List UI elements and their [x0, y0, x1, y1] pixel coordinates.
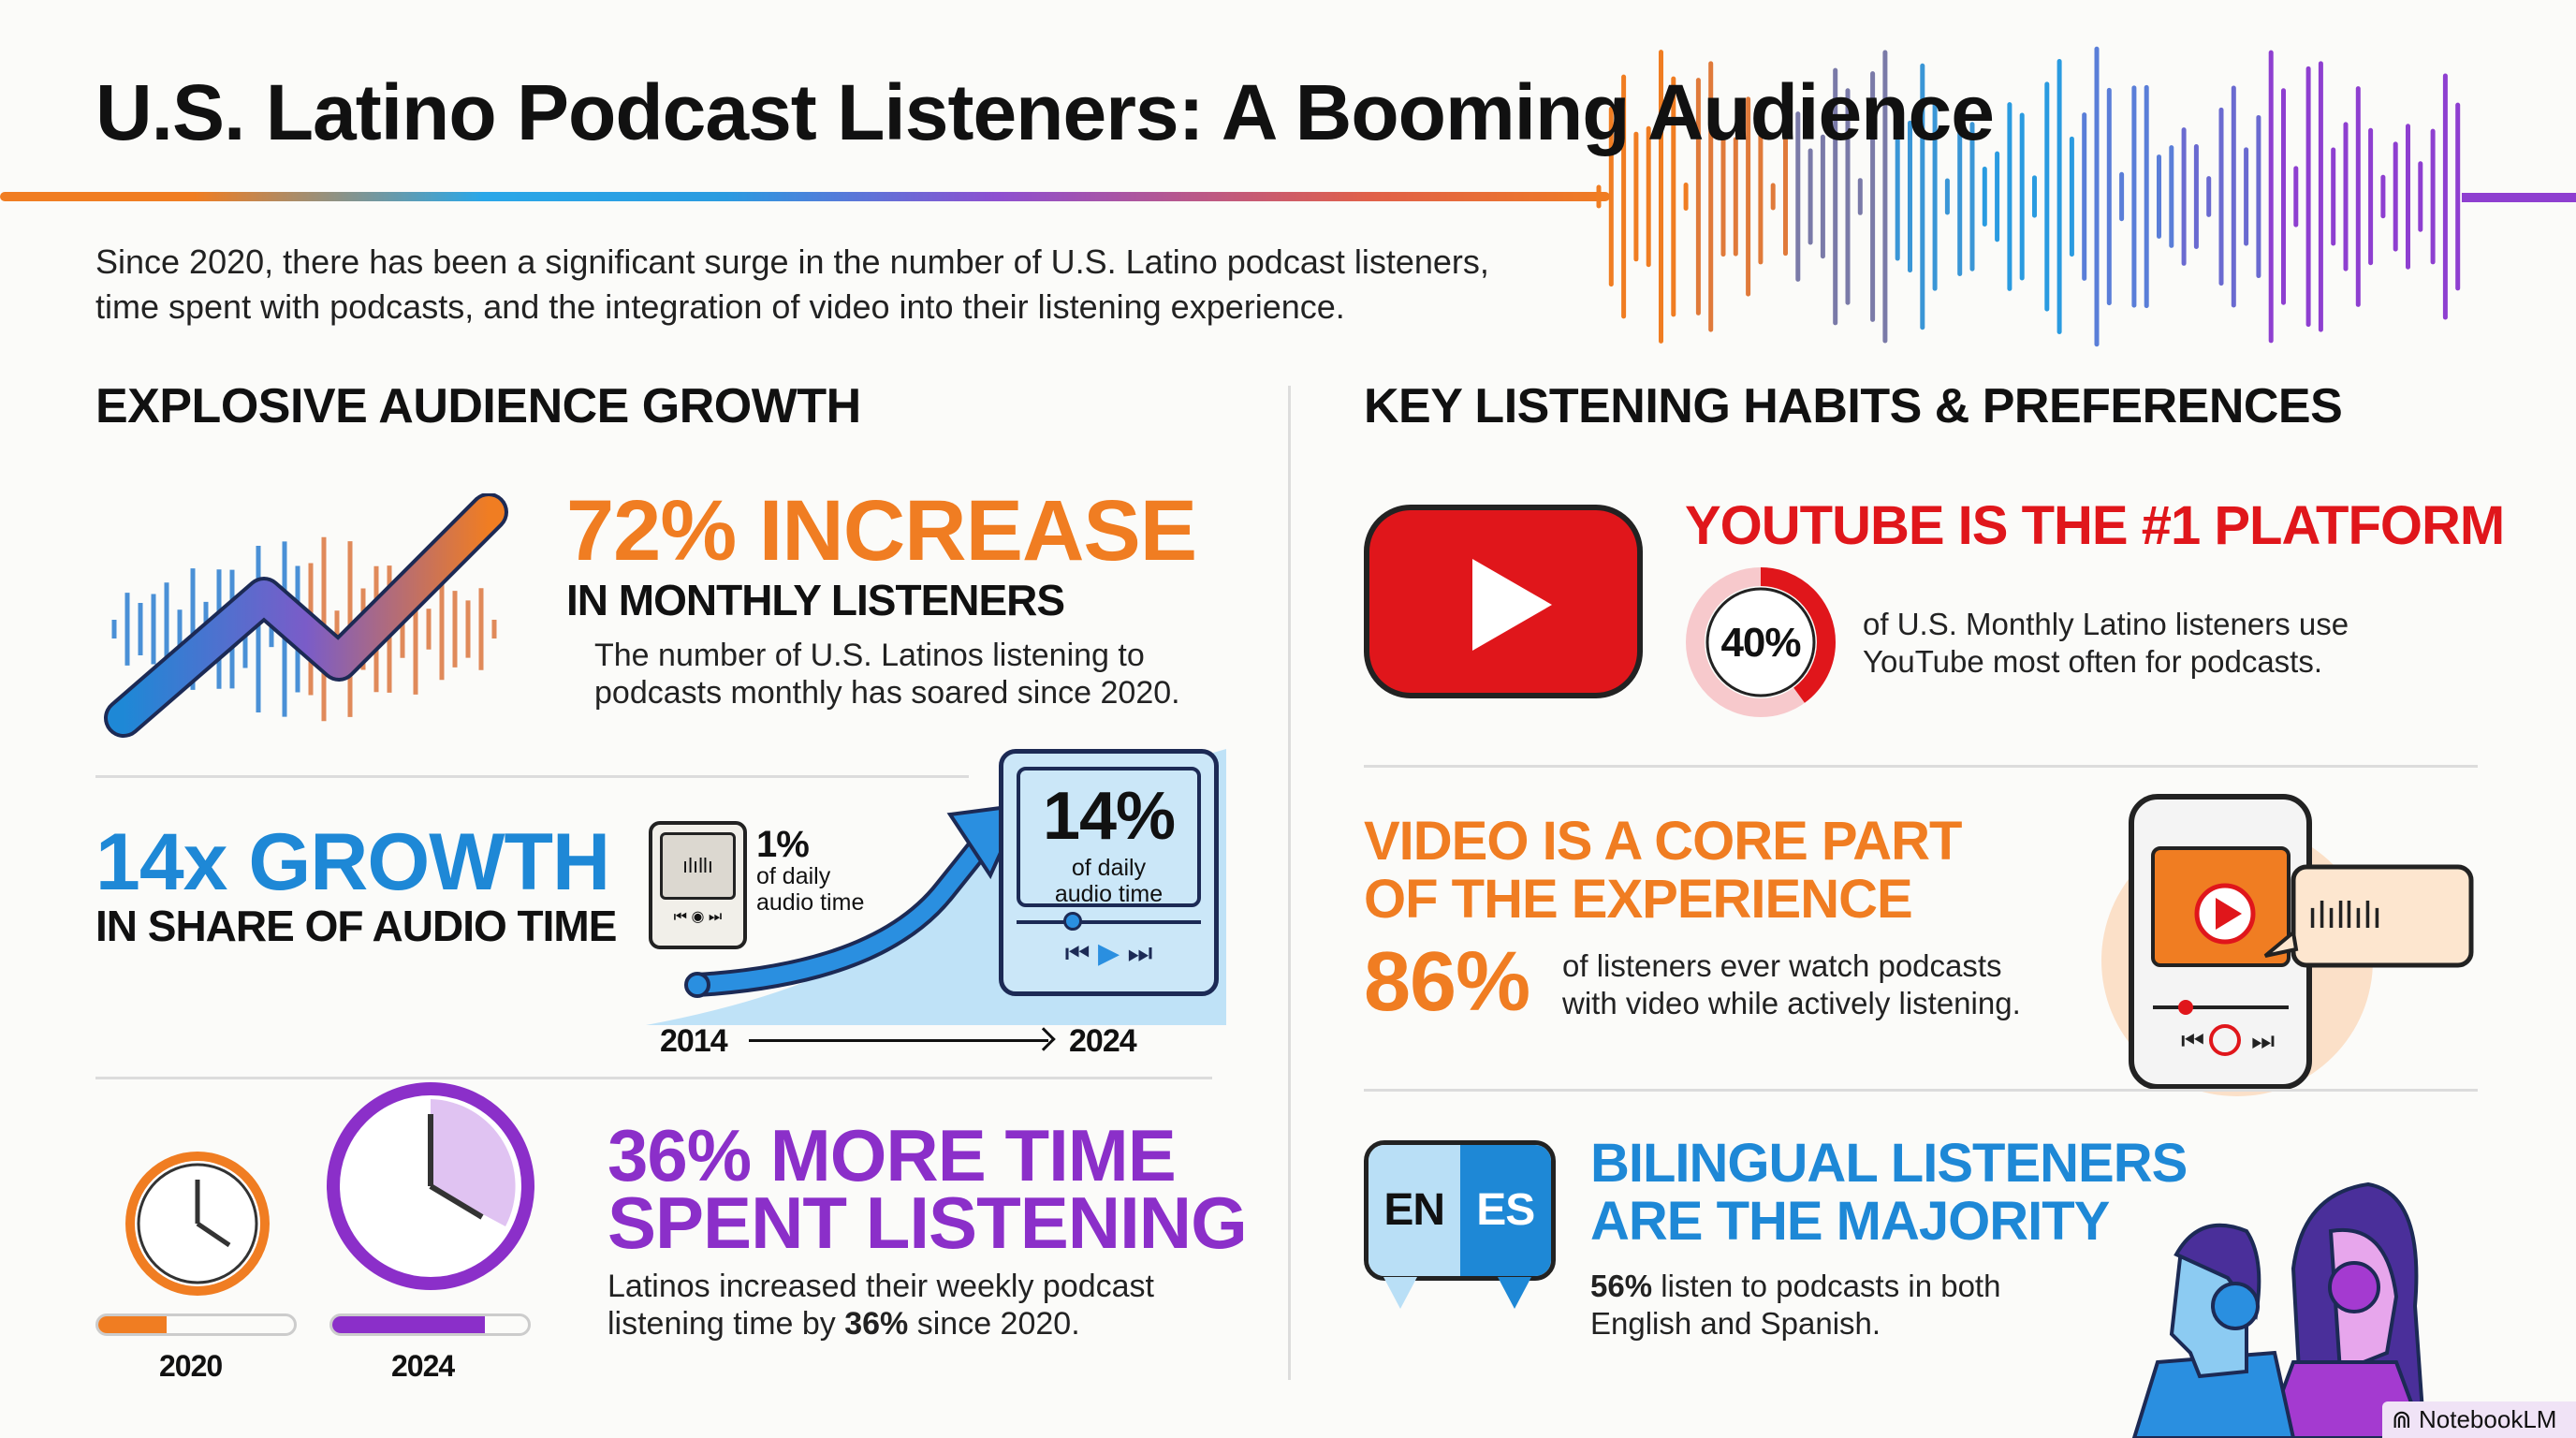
video-headline: VIDEO IS A CORE PART OF THE EXPERIENCE [1364, 811, 1962, 930]
desc-line: with video while actively listening. [1562, 986, 2021, 1020]
time-bar-2024 [329, 1313, 531, 1336]
language-bubble-icon: EN ES [1364, 1140, 1556, 1281]
svg-text:⏭: ⏭ [2251, 1026, 2275, 1055]
notebooklm-watermark: ⋒ NotebookLM [2382, 1401, 2576, 1438]
growth-headline: 14x GROWTH [95, 817, 610, 907]
headline-line: VIDEO IS A CORE PART [1364, 811, 1962, 872]
time-headline: 36% MORE TIME SPENT LISTENING [607, 1114, 1248, 1264]
desc-value: 56% [1590, 1269, 1653, 1303]
desc-line: podcasts monthly has soared since 2020. [594, 675, 1180, 711]
desc-line: Latinos increased their weekly podcast [607, 1269, 1154, 1304]
desc-line: 56% listen to podcasts in both [1590, 1268, 2000, 1305]
desc-text: since 2020. [908, 1306, 1080, 1342]
headline-line: 36% MORE TIME [607, 1114, 1177, 1196]
desc-text: listening time by [607, 1306, 845, 1342]
phone-video-icon: ⏮ ⏭ ılıllılı [2101, 794, 2474, 1096]
bilingual-headline: BILINGUAL LISTENERS ARE THE MAJORITY [1590, 1133, 2188, 1252]
header-gradient-line [0, 192, 1610, 201]
video-desc: of listeners ever watch podcasts with vi… [1562, 947, 2021, 1022]
intro-line: time spent with podcasts, and the integr… [95, 287, 1345, 326]
year-2024-label: 2024 [391, 1349, 455, 1383]
divider [1364, 765, 2478, 768]
start-label: of daily audio time [756, 863, 864, 916]
label-line: audio time [756, 889, 865, 916]
headline-line: OF THE EXPERIENCE [1364, 869, 1913, 930]
svg-text:⏮: ⏮ [2181, 1026, 2204, 1055]
play-icon [1472, 559, 1552, 651]
label-line: of daily [756, 863, 831, 889]
youtube-logo [1364, 505, 1643, 698]
soundwave-graphic [1596, 46, 2461, 347]
intro-text: Since 2020, there has been a significant… [95, 240, 1489, 330]
start-value: 1% [756, 824, 810, 865]
lang-en: EN [1368, 1145, 1460, 1276]
desc-value: 36% [844, 1306, 909, 1342]
desc-line: The number of U.S. Latinos listening to [594, 638, 1145, 673]
time-bar-2020 [95, 1313, 297, 1336]
increase-headline: 72% INCREASE [566, 483, 1197, 579]
desc-line: of U.S. Monthly Latino listeners use [1863, 607, 2349, 641]
bubble-tail [1498, 1277, 1531, 1309]
youtube-desc: of U.S. Monthly Latino listeners use You… [1863, 606, 2349, 681]
intro-line: Since 2020, there has been a significant… [95, 242, 1489, 281]
end-year: 2024 [1069, 1023, 1137, 1059]
youtube-headline: YOUTUBE IS THE #1 PLATFORM [1685, 495, 2505, 556]
donut-fill [1686, 567, 1836, 717]
video-value: 86% [1364, 935, 1530, 1029]
growth-subhead: IN SHARE OF AUDIO TIME [95, 902, 617, 950]
headline-line: SPENT LISTENING [607, 1181, 1248, 1264]
column-divider [1288, 386, 1291, 1380]
increase-subhead: IN MONTHLY LISTENERS [566, 576, 1065, 624]
left-section-heading: EXPLOSIVE AUDIENCE GROWTH [95, 379, 861, 433]
desc-text: listen to podcasts in both [1652, 1269, 2001, 1303]
divider [1364, 1089, 2478, 1092]
time-desc: Latinos increased their weekly podcast l… [607, 1268, 1154, 1343]
increase-desc: The number of U.S. Latinos listening to … [594, 637, 1180, 712]
growth-trend-icon [104, 493, 508, 738]
lang-es: ES [1459, 1145, 1551, 1276]
right-section-heading: KEY LISTENING HABITS & PREFERENCES [1364, 379, 2343, 433]
timeline-arrow [749, 1027, 1056, 1051]
bilingual-desc: 56% listen to podcasts in both English a… [1590, 1268, 2000, 1343]
youtube-value: 40% [1720, 620, 1801, 666]
bubble-tail [1383, 1277, 1417, 1309]
desc-line: listening time by 36% since 2020. [607, 1305, 1154, 1343]
headline-line: ARE THE MAJORITY [1590, 1191, 2110, 1252]
watermark-text: NotebookLM [2419, 1405, 2557, 1433]
desc-line: of listeners ever watch podcasts [1562, 948, 2002, 983]
clocks-icon [125, 1082, 534, 1296]
divider [95, 1077, 1212, 1079]
header-line-end [2462, 193, 2576, 202]
year-2020-label: 2020 [159, 1349, 223, 1383]
desc-line: YouTube most often for podcasts. [1863, 644, 2323, 679]
listeners-illustration [2131, 1181, 2424, 1438]
headline-line: BILINGUAL LISTENERS [1590, 1133, 2188, 1194]
end-value: 14% [1042, 779, 1176, 854]
end-label: of daily [1071, 855, 1147, 881]
svg-text:ılıllılı: ılıllılı [2307, 895, 2382, 936]
start-year: 2014 [660, 1023, 728, 1059]
player-controls-icon: ⏮ ▶ ⏭ [1064, 938, 1153, 969]
divider [95, 775, 969, 778]
donut-center [1705, 587, 1816, 697]
desc-line: English and Spanish. [1590, 1306, 1881, 1341]
large-player-icon: 14% of daily audio time ⏮ ▶ ⏭ [999, 749, 1219, 996]
notebooklm-logo-icon: ⋒ [2392, 1405, 2420, 1433]
page-title: U.S. Latino Podcast Listeners: A Booming… [95, 68, 1995, 156]
small-player-icon: ılıllı ⏮ ◉ ⏭ [649, 821, 747, 949]
youtube-share-donut [1686, 567, 1836, 717]
end-label: audio time [1054, 881, 1164, 907]
